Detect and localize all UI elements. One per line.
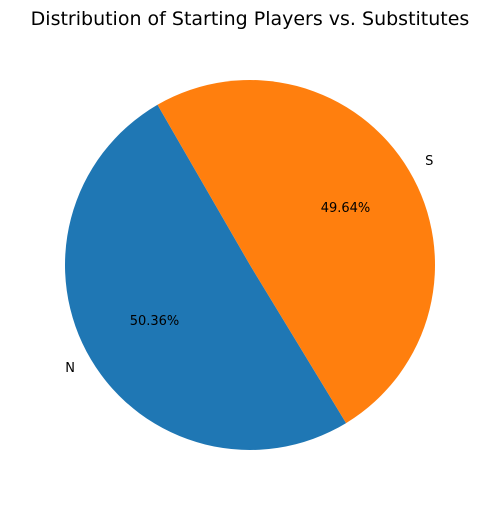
percent-label-s: 49.64% bbox=[321, 201, 371, 216]
percent-label-n: 50.36% bbox=[130, 314, 180, 329]
pie-labels: N 50.36% S 49.64% bbox=[65, 154, 433, 376]
pie-slice-n bbox=[65, 104, 347, 450]
slice-label-n: N bbox=[65, 361, 75, 376]
slice-label-s: S bbox=[425, 154, 433, 169]
pie-slice-s bbox=[157, 79, 436, 424]
chart-title: Distribution of Starting Players vs. Sub… bbox=[31, 8, 470, 30]
pie-slices bbox=[65, 79, 436, 450]
